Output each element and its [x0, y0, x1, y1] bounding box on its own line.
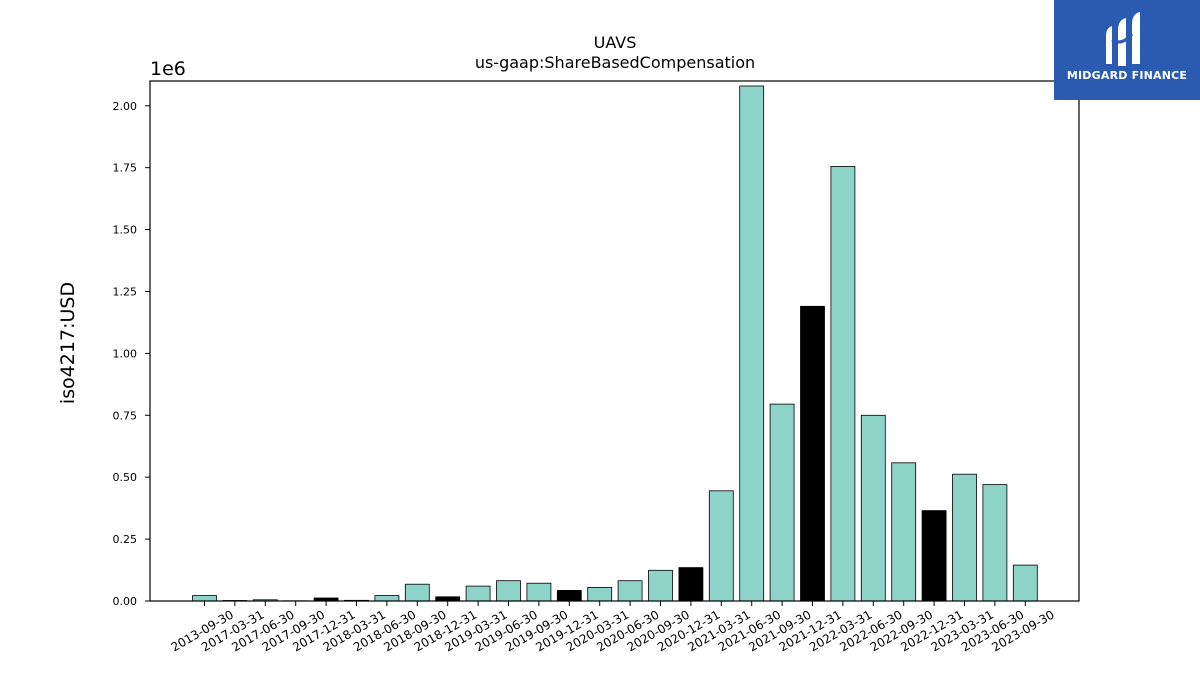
bar-2018-09-30	[404, 583, 430, 602]
bar-2022-09-30	[891, 462, 917, 602]
y-tick-label: 0.25	[113, 533, 138, 546]
bar-2018-12-31	[435, 596, 461, 602]
bar-2022-12-31	[921, 510, 947, 602]
bar-2019-12-31	[556, 590, 582, 602]
bar-2019-06-30	[496, 580, 521, 602]
bar-2020-12-31	[678, 567, 704, 602]
y-tick-label: 1.75	[113, 162, 138, 175]
y-tick-label: 0.75	[113, 409, 138, 422]
bar-2022-03-31	[830, 165, 856, 602]
bar-2023-03-31	[952, 473, 977, 602]
y-tick-label: 0.00	[113, 595, 138, 608]
bar-2019-03-31	[465, 585, 491, 602]
bar-2023-06-30	[982, 484, 1008, 602]
bar-2020-03-31	[587, 587, 613, 602]
chart-subtitle: us-gaap:ShareBasedCompensation	[475, 53, 755, 72]
bar-series	[192, 85, 1038, 602]
bar-2020-09-30	[648, 569, 673, 602]
y-axis: 0.00 0.25 0.50 0.75 1.00 1.25 1.50 1.75 2.00	[113, 100, 150, 608]
bar-2021-12-31	[800, 305, 825, 602]
bar-2021-03-31	[708, 490, 734, 602]
bar-2013-09-30	[192, 595, 217, 602]
brand-logo: MIDGARD FINANCE	[1054, 0, 1200, 100]
bar-2020-06-30	[617, 580, 643, 602]
y-tick-label: 2.00	[113, 100, 138, 113]
y-axis-label: iso4217:USD	[57, 282, 79, 404]
bar-2022-06-30	[860, 414, 886, 602]
y-tick-label: 1.25	[113, 285, 138, 298]
logo-mark-icon	[1106, 12, 1140, 66]
y-tick-label: 0.50	[113, 471, 138, 484]
bar-2019-09-30	[526, 582, 552, 602]
y-multiplier-label: 1e6	[150, 58, 186, 80]
chart-title: UAVS	[594, 33, 637, 52]
x-axis: 2013-09-302017-03-312017-06-302017-09-30…	[169, 601, 1057, 654]
y-tick-label: 1.50	[113, 224, 138, 237]
bar-2021-06-30	[739, 85, 765, 602]
y-tick-label: 1.00	[113, 347, 138, 360]
bar-2018-06-30	[374, 595, 400, 602]
bar-2021-09-30	[769, 403, 795, 602]
logo-text: MIDGARD FINANCE	[1066, 69, 1188, 82]
plot-frame	[149, 80, 1080, 602]
bar-2023-09-30	[1012, 564, 1038, 602]
